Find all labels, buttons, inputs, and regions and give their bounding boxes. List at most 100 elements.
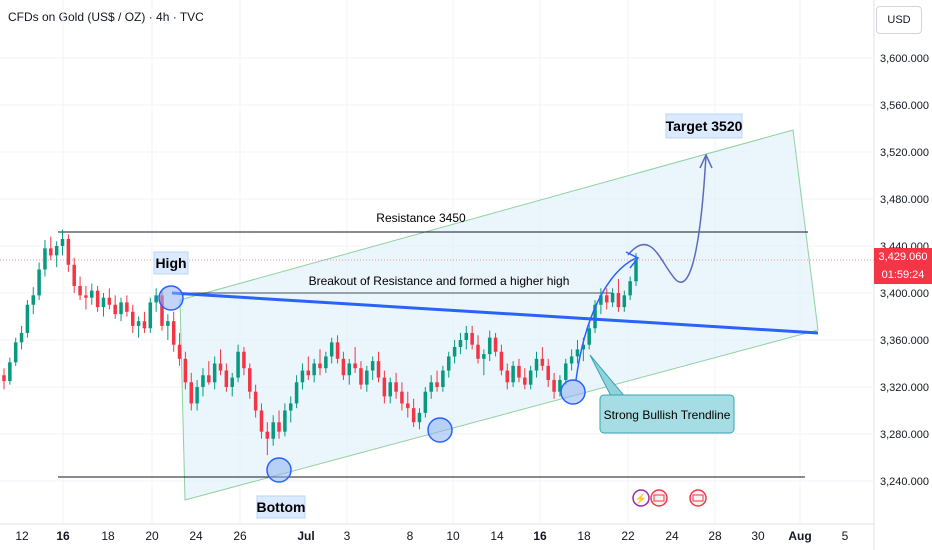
bottom-label: Bottom xyxy=(257,499,306,515)
high-marker[interactable] xyxy=(158,285,184,311)
candle-body xyxy=(417,412,422,423)
x-tick-label: 26 xyxy=(233,529,247,543)
candle-body xyxy=(604,295,609,303)
candle-body xyxy=(370,361,375,371)
candle-body xyxy=(212,363,217,383)
candle-body xyxy=(54,246,59,256)
candle-body xyxy=(265,431,270,439)
candle-body xyxy=(341,358,346,376)
flash-event-icon[interactable] xyxy=(632,489,650,507)
candle-body xyxy=(476,344,480,359)
x-tick-label: 18 xyxy=(577,529,591,543)
candle-body xyxy=(511,365,515,383)
candle-body xyxy=(564,363,568,380)
x-tick-label: 20 xyxy=(145,529,159,543)
candle-body xyxy=(107,297,112,305)
event-icons[interactable]: ⚡ xyxy=(632,489,707,507)
candle-body xyxy=(446,356,451,371)
candle-body xyxy=(499,351,504,371)
candle-body xyxy=(259,410,264,432)
candle-body xyxy=(283,410,287,432)
candle-body xyxy=(365,370,369,385)
candle-body xyxy=(376,361,381,378)
candle-body xyxy=(177,344,182,359)
low-marker-1[interactable] xyxy=(427,417,453,443)
candle-body xyxy=(148,302,153,329)
y-tick-label: 3,480.000 xyxy=(880,194,929,206)
candle-body xyxy=(528,370,533,385)
us-flag-stripes-2 xyxy=(692,494,704,502)
x-tick-label: 16 xyxy=(56,529,70,543)
candle-body xyxy=(406,403,410,409)
candle-body xyxy=(558,379,562,392)
candle-body xyxy=(294,382,299,404)
candle-body xyxy=(37,269,41,296)
candle-body xyxy=(242,351,246,369)
candle-body xyxy=(43,248,47,270)
candle-body xyxy=(388,382,392,397)
candle-body xyxy=(306,370,311,376)
candle-body xyxy=(534,358,539,371)
candle-body xyxy=(470,332,474,345)
x-tick-label: Jul xyxy=(297,529,314,543)
candle-body xyxy=(318,363,322,369)
candle-body xyxy=(569,356,574,364)
candle-body xyxy=(66,238,71,265)
candle-body xyxy=(482,354,486,359)
candle-body xyxy=(435,382,439,387)
candle-body xyxy=(622,295,627,308)
high-label-box xyxy=(153,251,189,275)
x-tick-label: 18 xyxy=(101,529,115,543)
candle-body xyxy=(464,332,469,340)
x-tick-label: 10 xyxy=(446,529,460,543)
x-axis: 12 16 18 20 24 26 Jul 3 8 10 14 16 18 22 24 28 30 Aug 5 xyxy=(0,523,874,543)
high-label: High xyxy=(155,255,186,271)
candle-body xyxy=(523,377,527,385)
x-tick-label: 24 xyxy=(189,529,203,543)
flash-glyph: ⚡ xyxy=(635,492,647,505)
bottom-marker[interactable] xyxy=(266,457,292,483)
candle-body xyxy=(288,403,293,411)
x-tick-label: Aug xyxy=(788,529,811,543)
candle-body xyxy=(19,332,24,343)
candle-body xyxy=(130,311,135,326)
candle-body xyxy=(593,304,597,329)
currency-button[interactable]: USD xyxy=(876,6,922,34)
candle-body xyxy=(271,422,275,439)
trend-line xyxy=(171,291,819,335)
candle-body xyxy=(505,370,510,383)
candle-body xyxy=(324,356,328,369)
candle-body xyxy=(136,321,141,326)
us-flag-icon-1[interactable] xyxy=(650,489,668,507)
breakout-curve xyxy=(575,257,637,381)
x-tick-label: 30 xyxy=(751,529,765,543)
y-tick-label: 3,320.000 xyxy=(880,382,929,394)
candle-body xyxy=(628,281,632,296)
candle-body xyxy=(224,370,229,387)
candle-body xyxy=(329,342,334,357)
us-flag-icon-2[interactable] xyxy=(689,489,707,507)
candle-body xyxy=(78,285,82,296)
candle-body xyxy=(400,391,404,404)
candle-body xyxy=(154,295,158,303)
breakout-label: Breakout of Resistance and formed a high… xyxy=(309,274,570,288)
x-tick-label: 22 xyxy=(621,529,635,543)
y-tick-label: 3,520.000 xyxy=(880,147,929,159)
candles xyxy=(2,229,638,456)
candle-body xyxy=(452,347,457,357)
low-marker-2[interactable] xyxy=(560,379,586,405)
candle-body xyxy=(429,382,433,392)
candle-body xyxy=(441,370,445,387)
candle-body xyxy=(423,391,428,413)
current-price: 3,429.060 xyxy=(878,251,928,263)
candle-body xyxy=(25,304,30,333)
candle-body xyxy=(160,295,164,326)
candle-body xyxy=(312,363,316,376)
candle-body xyxy=(587,328,591,345)
bottom-label-box xyxy=(256,495,306,519)
x-tick-label: 8 xyxy=(407,529,414,543)
candle-body xyxy=(552,379,556,392)
y-tick-label: 3,600.000 xyxy=(880,53,929,65)
candle-body xyxy=(347,363,352,376)
